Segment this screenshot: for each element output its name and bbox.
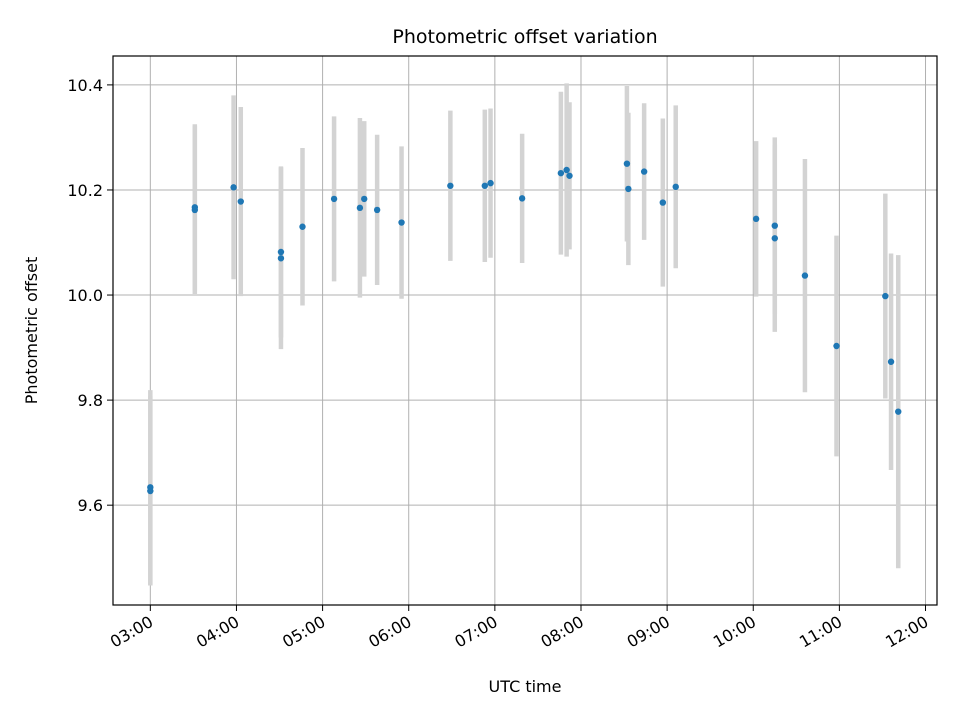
data-point — [518, 195, 526, 202]
data-point — [356, 204, 364, 212]
data-point — [330, 195, 338, 203]
data-point — [895, 408, 902, 415]
x-tick-label: 08:00 — [538, 612, 587, 652]
data-point — [625, 185, 632, 193]
x-tick-label: 06:00 — [365, 612, 414, 652]
data-point — [481, 182, 489, 189]
data-point — [361, 195, 368, 203]
data-point — [563, 166, 570, 174]
data-point — [277, 248, 285, 256]
y-axis-label: Photometric offset — [22, 257, 41, 405]
data-point — [230, 184, 237, 191]
data-point — [147, 487, 154, 495]
data-point — [771, 222, 778, 229]
data-point — [672, 183, 679, 191]
grid — [113, 56, 937, 605]
chart-title: Photometric offset variation — [392, 26, 657, 48]
data-points — [147, 160, 902, 495]
y-axis-ticks: 9.6 9.8 10.0 10.2 10.4 — [67, 76, 113, 515]
data-point — [752, 215, 760, 223]
y-tick-label: 9.6 — [78, 496, 103, 515]
data-point — [299, 223, 306, 230]
y-tick-label: 10.4 — [67, 76, 103, 95]
y-tick-label: 10.0 — [67, 286, 103, 305]
x-tick-label: 05:00 — [279, 612, 328, 652]
data-point — [237, 198, 244, 205]
data-point — [398, 219, 405, 226]
x-tick-label: 10:00 — [710, 612, 759, 652]
data-point — [887, 358, 895, 365]
data-point — [771, 235, 778, 242]
data-point — [623, 160, 631, 167]
data-point — [566, 172, 573, 179]
x-tick-label: 07:00 — [451, 612, 500, 652]
data-point — [640, 168, 648, 175]
data-point — [191, 206, 199, 214]
plot-frame — [112, 55, 938, 606]
data-point — [447, 182, 454, 189]
data-point — [882, 292, 889, 300]
x-tick-label: 11:00 — [796, 612, 845, 652]
x-tick-label: 12:00 — [882, 612, 931, 652]
x-tick-label: 03:00 — [107, 612, 156, 652]
data-point — [277, 255, 285, 262]
data-point — [373, 206, 381, 214]
x-tick-label: 09:00 — [624, 612, 673, 652]
x-axis-ticks: 03:00 04:00 05:00 06:00 07:00 08:00 09:00 10:00… — [107, 605, 932, 652]
data-point — [487, 179, 494, 187]
y-tick-label: 10.2 — [67, 181, 103, 200]
error-bars — [148, 83, 901, 586]
x-axis-label: UTC time — [489, 677, 562, 696]
y-tick-label: 9.8 — [78, 391, 103, 410]
data-point — [801, 272, 809, 279]
x-tick-label: 04:00 — [193, 612, 242, 652]
data-point — [557, 169, 565, 177]
data-point — [833, 342, 840, 350]
data-point — [659, 199, 667, 206]
